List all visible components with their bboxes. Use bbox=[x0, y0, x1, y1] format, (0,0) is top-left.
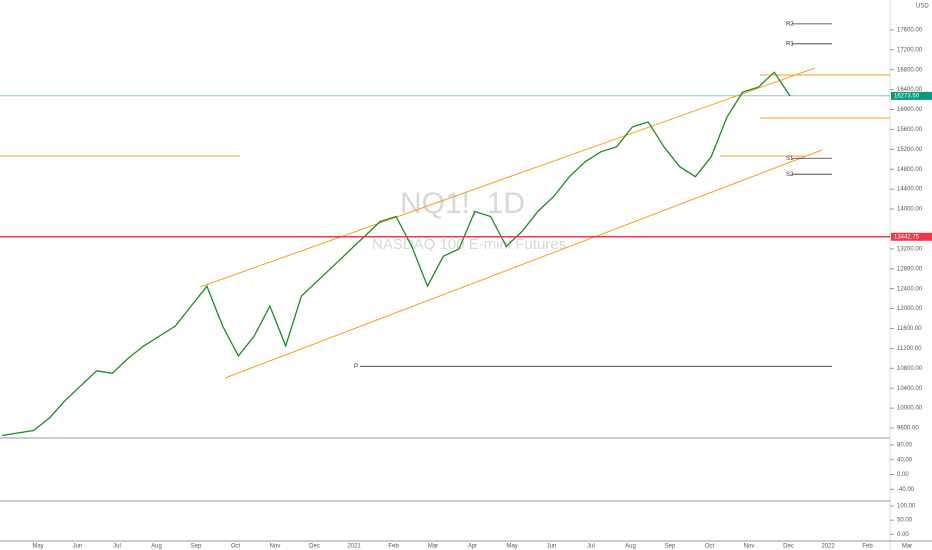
y-tick-label: 16000.00 bbox=[897, 107, 923, 113]
y-tick-label: 10400.00 bbox=[897, 386, 923, 392]
x-tick-label: May bbox=[32, 544, 43, 550]
y-tick-label: 12400.00 bbox=[897, 286, 923, 292]
x-tick-label: Jul bbox=[113, 544, 121, 550]
x-tick-label: Oct bbox=[231, 544, 241, 550]
pivot-label: R2 bbox=[786, 21, 794, 27]
price-label-box bbox=[891, 232, 932, 241]
x-tick-label: Oct bbox=[705, 544, 715, 550]
x-tick-label: Mar bbox=[902, 544, 912, 550]
y-tick-label: 50.00 bbox=[897, 518, 913, 524]
y-tick-label: 17200.00 bbox=[897, 47, 923, 53]
y-tick-label: 100.00 bbox=[897, 504, 916, 510]
y-tick-label: 10000.00 bbox=[897, 406, 923, 412]
x-tick-label: Jul bbox=[587, 544, 595, 550]
y-tick-label: 11200.00 bbox=[897, 346, 922, 352]
x-tick-label: Feb bbox=[388, 544, 399, 550]
x-tick-label: Aug bbox=[151, 544, 162, 550]
y-tick-label: 15200.00 bbox=[897, 147, 923, 153]
y-tick-label: 12800.00 bbox=[897, 266, 923, 272]
y-tick-label: 11600.00 bbox=[897, 326, 922, 332]
y-tick-label: 10800.00 bbox=[897, 366, 923, 372]
y-tick-label: -40.00 bbox=[897, 487, 915, 493]
y-tick-label: 15600.00 bbox=[897, 127, 923, 133]
price-label: 13442.75 bbox=[894, 234, 920, 240]
y-tick-label: 16800.00 bbox=[897, 67, 923, 73]
x-tick-label: Nov bbox=[744, 544, 755, 550]
pivot-label: S1 bbox=[786, 156, 794, 162]
x-tick-label: 2022 bbox=[821, 544, 835, 550]
x-tick-label: Nov bbox=[270, 544, 281, 550]
y-tick-label: 14800.00 bbox=[897, 167, 923, 173]
pivot-label: S2 bbox=[786, 172, 794, 178]
x-tick-label: Jun bbox=[547, 544, 557, 550]
price-label-box bbox=[891, 91, 932, 100]
x-tick-label: May bbox=[506, 544, 517, 550]
x-tick-label: Apr bbox=[468, 544, 477, 550]
currency: USD bbox=[916, 4, 929, 10]
y-tick-label: 80.00 bbox=[897, 442, 913, 448]
x-tick-label: Mar bbox=[428, 544, 438, 550]
x-tick-label: Sep bbox=[191, 544, 202, 550]
y-tick-label: 17600.00 bbox=[897, 27, 923, 33]
y-tick-label: 0.00 bbox=[897, 472, 909, 478]
x-tick-label: 2021 bbox=[347, 544, 361, 550]
y-tick-label: 40.00 bbox=[897, 457, 913, 463]
y-tick-label: 16400.00 bbox=[897, 87, 923, 93]
y-tick-label: 14000.00 bbox=[897, 207, 923, 213]
y-tick-label: 13200.00 bbox=[897, 246, 923, 252]
price-line bbox=[1, 71, 791, 437]
x-tick-label: Feb bbox=[862, 544, 873, 550]
watermark: NQ1!, 1D bbox=[400, 187, 525, 220]
instrument: NASDAQ 100 E-mini Futures bbox=[372, 236, 566, 253]
channel bbox=[0, 67, 890, 379]
x-tick-label: Aug bbox=[625, 544, 636, 550]
y-tick-label: 14400.00 bbox=[897, 187, 923, 193]
y-tick-label: 0.00 bbox=[897, 532, 909, 538]
pivot-label: P bbox=[354, 364, 358, 370]
x-tick-label: Dec bbox=[783, 544, 794, 550]
price-label: 16273.50 bbox=[894, 93, 920, 99]
x-tick-label: Sep bbox=[665, 544, 676, 550]
y-tick-label: 9600.00 bbox=[897, 426, 919, 432]
x-tick-label: Jun bbox=[73, 544, 83, 550]
y-tick-label: 12000.00 bbox=[897, 306, 923, 312]
pivot-label: R1 bbox=[786, 41, 794, 47]
x-tick-label: Dec bbox=[309, 544, 320, 550]
